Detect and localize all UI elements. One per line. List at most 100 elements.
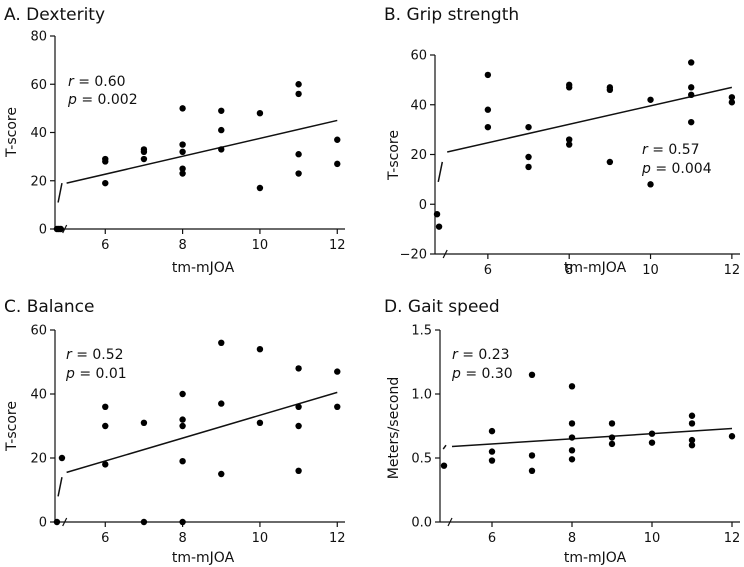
y-tick-label: 0.0 <box>411 516 432 531</box>
x-tick-label: 10 <box>252 531 269 546</box>
data-point <box>179 141 186 148</box>
data-point <box>484 106 492 113</box>
x-tick-label: 10 <box>642 263 659 278</box>
panel-a-ylabel: T-score <box>4 107 20 158</box>
x-tick-label: 6 <box>484 263 492 278</box>
data-point <box>433 211 441 218</box>
data-point <box>295 422 302 430</box>
data-point <box>218 470 225 478</box>
x-tick-label: 6 <box>101 531 109 546</box>
data-point <box>648 430 656 437</box>
y-tick-label: 80 <box>30 30 47 45</box>
data-point <box>179 416 186 423</box>
data-point <box>488 448 496 455</box>
data-point <box>140 518 148 526</box>
data-point <box>688 442 696 449</box>
y-tick-label: 1.5 <box>411 324 432 339</box>
data-point <box>218 107 225 114</box>
data-point <box>102 461 109 468</box>
data-point <box>566 136 573 143</box>
y-tick-label: 40 <box>30 126 47 141</box>
data-point <box>218 339 225 346</box>
panel-b-title: B. Grip strength <box>384 5 519 25</box>
regression-break-segment <box>57 183 63 203</box>
panel-d-title: D. Gait speed <box>384 297 500 317</box>
panel-b-r-annotation: r = 0.57 <box>642 142 700 158</box>
data-point <box>688 436 696 444</box>
regression-line <box>66 391 338 474</box>
data-point <box>688 91 695 99</box>
panel-b-xlabel: tm-mJOA <box>564 260 627 276</box>
x-tick-label: 8 <box>565 263 573 278</box>
data-point <box>435 223 443 230</box>
data-point <box>179 105 186 112</box>
panel-c-title: C. Balance <box>4 297 95 317</box>
data-point <box>58 454 66 462</box>
data-point <box>295 81 302 88</box>
data-point <box>102 422 109 430</box>
data-point <box>568 456 576 463</box>
x-tick-label: 10 <box>252 238 269 253</box>
y-tick-label: 60 <box>30 324 47 339</box>
y-tick-label: 1.0 <box>411 388 432 403</box>
y-tick-label: 40 <box>30 388 47 403</box>
data-point <box>728 433 736 440</box>
regression-line <box>447 86 733 153</box>
data-point <box>648 439 656 446</box>
regression-line <box>451 427 733 448</box>
data-point <box>608 434 616 441</box>
data-point <box>53 518 61 526</box>
data-point <box>608 420 616 427</box>
data-point <box>525 153 532 161</box>
data-point <box>295 170 302 177</box>
data-point <box>334 136 341 143</box>
data-point <box>295 365 302 372</box>
data-point <box>568 447 576 454</box>
y-tick-label: 60 <box>410 49 427 64</box>
data-point <box>102 155 109 163</box>
data-point <box>528 371 536 378</box>
x-tick-label: 10 <box>644 531 661 546</box>
data-point <box>728 94 736 101</box>
data-point <box>140 146 148 153</box>
data-point <box>688 118 695 126</box>
data-point <box>179 148 186 155</box>
regression-break-segment <box>437 161 444 183</box>
data-point <box>179 458 186 465</box>
data-point <box>688 84 695 91</box>
x-tick-label: 8 <box>178 531 186 546</box>
panel-b-plot: −20 0 20 40 60 6 8 10 12 <box>400 49 741 279</box>
x-axis-break-mark <box>62 517 68 527</box>
panel-c-p-annotation: p = 0.01 <box>65 366 127 382</box>
x-tick-label: 8 <box>568 531 576 546</box>
panel-a-r-annotation: r = 0.60 <box>68 74 126 90</box>
data-point <box>334 403 341 410</box>
data-point <box>606 158 614 166</box>
data-point <box>688 59 695 66</box>
regression-break-segment <box>57 477 63 497</box>
data-point <box>218 146 225 153</box>
y-tick-label: 20 <box>410 148 427 163</box>
data-point <box>102 179 109 187</box>
y-tick-label: 40 <box>410 98 427 113</box>
data-point <box>295 90 302 98</box>
data-point <box>606 84 614 91</box>
x-axis-break-mark <box>62 224 68 234</box>
x-tick-label: 12 <box>724 263 741 278</box>
data-point <box>256 110 264 117</box>
data-point <box>525 163 532 171</box>
y-tick-label: 60 <box>30 78 47 93</box>
panel-dexterity: A. Dexterity 0 20 40 60 80 6 8 10 12 r = 0.60 p … <box>4 5 346 276</box>
data-point <box>334 368 341 375</box>
data-point <box>566 141 573 148</box>
data-point <box>608 440 616 448</box>
panel-balance: C. Balance 0 20 40 60 6 8 10 12 r = 0.52 p = 0.… <box>4 297 346 566</box>
x-tick-label: 8 <box>178 238 186 253</box>
data-point <box>102 403 109 410</box>
data-point <box>218 126 225 134</box>
panel-d-xlabel: tm-mJOA <box>564 550 627 566</box>
x-tick-label: 12 <box>329 531 346 546</box>
data-point <box>295 403 302 410</box>
data-point <box>256 419 264 426</box>
